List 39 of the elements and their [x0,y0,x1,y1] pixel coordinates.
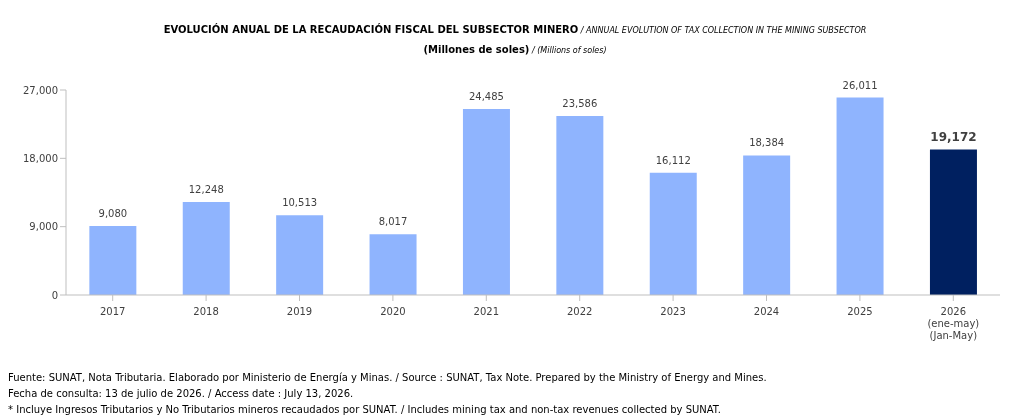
x-tick-label: 2026 (ene-may) (Jan-May) [927,306,980,341]
x-tick-label: 2024 [753,306,780,317]
data-label: 16,112 [655,154,691,166]
x-tick-label: 2018 [193,306,219,317]
data-label: 8,017 [378,216,408,228]
bar [182,202,230,295]
x-tick-label: 2019 [286,306,313,317]
data-label: 18,384 [749,137,785,149]
x-tick-label: 2025 [847,306,873,317]
y-tick-label: 9,000 [29,221,58,233]
x-tick-label: 2020 [380,306,406,317]
bar [836,97,884,295]
bar [556,115,604,295]
x-tick-label: 2017 [99,306,126,317]
bar [369,234,417,295]
bar [89,226,137,295]
bar [276,215,324,295]
data-label: 24,485 [468,91,504,103]
data-label: 10,513 [282,197,318,209]
data-label: 9,080 [98,208,128,220]
text: * Incluye Ingresos Tributarios y No Tributarios mineros recaudados por SUNAT. / Includes mining tax and non-tax revenues collected by SUNAT. [8,403,722,417]
bar [929,149,977,295]
y-tick-label: 0 [51,289,58,301]
x-tick-label: 2021 [473,306,500,317]
data-label: 19,172 [930,130,977,145]
data-label: 12,248 [188,184,224,196]
y-tick-label: 27,000 [23,84,58,96]
source-note: Fuente: SUNAT, Nota Tributaria. Elaborado por Ministerio de Energía y Minas. / Source : SUNAT, Tax Note. Prepared by the Ministry of Energy and Mines. [8,371,768,385]
data-label: 23,586 [562,97,598,109]
chart-title: EVOLUCIÓN ANUAL DE LA RECAUDACIÓN FISCAL DEL SUBSECTOR MINERO / ANNUAL EVOLUTION OF TAX COLLECTION IN THE MINING SUBSECTOR [163,24,867,35]
chart-subtitle: (Millones de soles) / (Millions of soles) [423,44,607,55]
text: Fecha de consulta: 13 de julio de 2026. / Access date : July 13, 2026. [8,387,355,401]
bar [743,155,791,295]
bar [462,109,510,295]
x-tick-label: 2023 [660,306,686,317]
bar [649,172,697,295]
data-label: 26,011 [842,79,878,91]
x-tick-label: 2022 [566,306,593,317]
y-tick-label: 18,000 [23,152,58,164]
